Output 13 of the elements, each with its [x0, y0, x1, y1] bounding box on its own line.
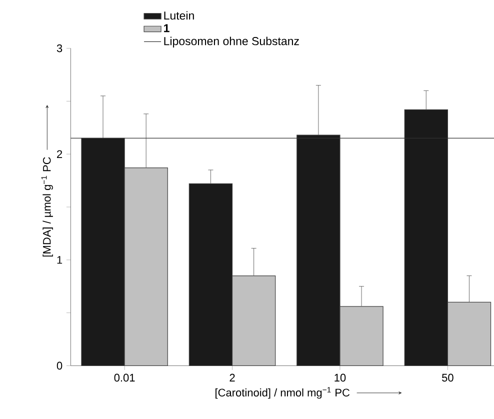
x-axis-title: [Carotinoid] / nmol mg$^{−1}$ PC [216, 387, 350, 399]
y-tick-label: 1 [57, 256, 62, 264]
x-tick-label: 10 [334, 374, 346, 382]
x-tick-label: 2 [230, 374, 235, 382]
y-tick-label: 2 [57, 150, 62, 158]
legend-label: Lutein [164, 11, 194, 20]
legend-label: 1 [164, 24, 170, 32]
y-axis-title: [MDA] / µmol g$^{−1}$ PC [41, 157, 53, 257]
x-tick-label: 0.01 [114, 374, 135, 382]
legend-label: Liposomen ohne Substanz [164, 36, 299, 48]
y-tick-label: 3 [56, 44, 62, 52]
y-tick-label: 0 [56, 362, 62, 370]
x-tick-label: 50 [442, 374, 454, 382]
